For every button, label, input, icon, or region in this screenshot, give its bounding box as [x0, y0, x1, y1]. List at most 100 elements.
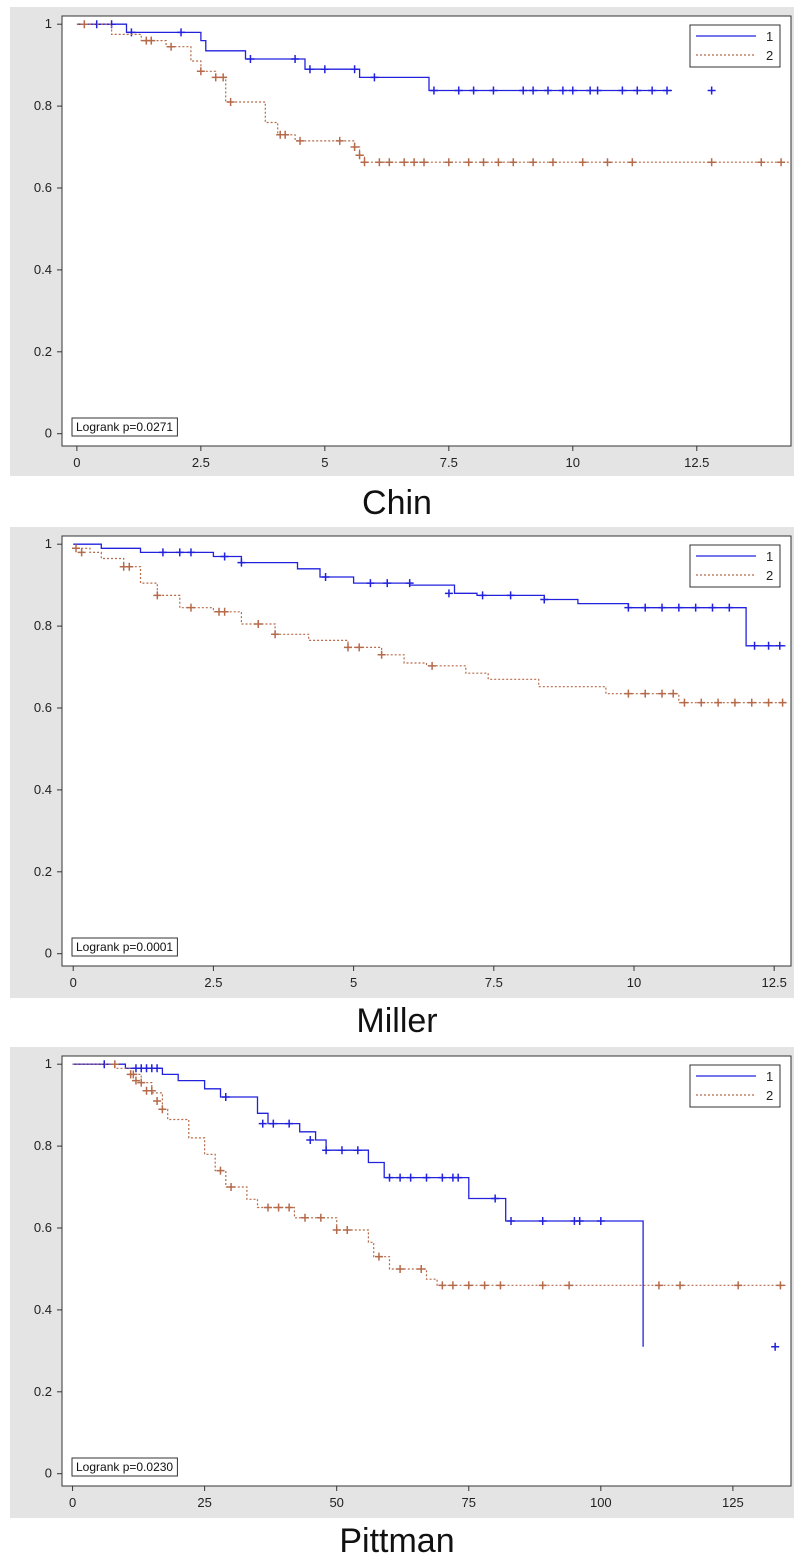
censor-mark-2	[77, 548, 86, 557]
censor-mark-1	[396, 1173, 405, 1182]
legend-label-2: 2	[766, 48, 773, 63]
censor-mark-2	[153, 591, 162, 600]
censor-mark-1	[506, 591, 515, 600]
censor-mark-2	[757, 158, 766, 167]
censor-mark-2	[137, 1078, 146, 1087]
censor-mark-1	[337, 1146, 346, 1155]
censor-mark-1	[177, 28, 186, 37]
censor-mark-1	[269, 1119, 278, 1128]
logrank-box	[71, 937, 178, 957]
censor-mark-2	[438, 1281, 447, 1290]
censor-mark-2	[355, 151, 364, 160]
censor-mark-2	[400, 158, 409, 167]
censor-mark-1	[775, 641, 784, 650]
censor-mark-1	[469, 86, 478, 95]
censor-mark-2	[254, 620, 263, 629]
censor-mark-2	[219, 73, 228, 82]
censor-mark-2	[350, 143, 359, 152]
x-tick-label: 2.5	[204, 975, 222, 990]
censor-mark-2	[776, 1281, 785, 1290]
censor-mark-1	[186, 548, 195, 557]
y-tick-label: 1	[45, 536, 52, 551]
x-tick-label: 0	[69, 1495, 76, 1510]
censor-mark-2	[697, 698, 706, 707]
survival-curve-1	[76, 23, 672, 92]
censor-mark-2	[658, 689, 667, 698]
censor-mark-2	[734, 1281, 743, 1290]
censor-mark-2	[211, 73, 220, 82]
censor-mark-2	[374, 1252, 383, 1261]
censor-mark-1	[127, 28, 136, 37]
censor-mark-2	[396, 1264, 405, 1273]
censor-mark-2	[158, 1105, 167, 1114]
censor-mark-2	[548, 158, 557, 167]
censor-mark-1	[658, 603, 667, 612]
legend-box	[689, 1064, 781, 1108]
censor-mark-1	[633, 86, 642, 95]
censor-mark-2	[680, 698, 689, 707]
x-tick-label: 5	[350, 975, 357, 990]
censor-mark-1	[540, 595, 549, 604]
censor-mark-1	[691, 603, 700, 612]
logrank-box	[71, 417, 178, 437]
censor-mark-2	[624, 689, 633, 698]
y-tick-label: 0.4	[34, 782, 52, 797]
censor-mark-1	[258, 1119, 267, 1128]
legend-box	[689, 544, 781, 588]
censor-mark-1	[593, 86, 602, 95]
censor-mark-2	[186, 603, 195, 612]
logrank-annotation: Logrank p=0.0230	[76, 1460, 173, 1474]
censor-mark-1	[454, 1173, 463, 1182]
censor-mark-2	[509, 158, 518, 167]
y-tick-label: 0.8	[34, 618, 52, 633]
censor-mark-1	[291, 55, 300, 63]
censor-mark-2	[281, 130, 290, 139]
censor-mark-1	[707, 86, 716, 95]
plot-area	[61, 535, 792, 967]
censor-mark-2	[216, 1166, 225, 1175]
censor-mark-1	[370, 73, 379, 82]
censor-mark-1	[641, 603, 650, 612]
y-tick-label: 0.6	[34, 700, 52, 715]
km-plot-pittman: 0 0.2 0.4 0.6 0.8 1 0 25 50 75 100 125 1 2 Logrank p=0…	[10, 1047, 794, 1518]
y-tick-label: 1	[45, 16, 52, 31]
x-tick-label: 50	[329, 1495, 343, 1510]
censor-mark-2	[529, 158, 538, 167]
censor-mark-1	[725, 603, 734, 612]
censor-mark-2	[707, 158, 716, 167]
censor-mark-2	[654, 1281, 663, 1290]
legend-box	[689, 24, 781, 68]
x-tick-label: 5	[321, 455, 328, 470]
x-tick-label: 25	[197, 1495, 211, 1510]
x-tick-label: 7.5	[485, 975, 503, 990]
x-tick-label: 0	[70, 975, 77, 990]
censor-mark-2	[110, 1060, 119, 1069]
y-tick-label: 0.2	[34, 1384, 52, 1399]
censor-mark-1	[383, 579, 392, 588]
censor-mark-1	[422, 1173, 431, 1182]
y-tick-label: 0	[45, 1466, 52, 1481]
y-tick-label: 0.4	[34, 262, 52, 277]
censor-mark-2	[72, 544, 81, 553]
censor-mark-1	[596, 1217, 605, 1226]
censor-mark-2	[410, 158, 419, 167]
x-tick-label: 75	[462, 1495, 476, 1510]
censor-mark-1	[175, 548, 184, 557]
censor-mark-1	[444, 589, 453, 598]
censor-mark-2	[385, 158, 394, 167]
legend-label-1: 1	[766, 549, 773, 564]
logrank-box	[71, 1457, 178, 1477]
censor-mark-1	[322, 1146, 331, 1155]
censor-mark-1	[429, 86, 438, 95]
chart-panel-pittman: 0 0.2 0.4 0.6 0.8 1 0 25 50 75 100 125 1 2 Logrank p=0…	[0, 1040, 794, 1560]
x-tick-label: 12.5	[684, 455, 709, 470]
chart-panel-chin: 0 0.2 0.4 0.6 0.8 1 0 2.5 5 7.5 10 12.5 1 2 Logrank p=…	[0, 0, 794, 522]
censor-mark-1	[454, 86, 463, 95]
censor-mark-1	[519, 86, 528, 95]
censor-mark-2	[316, 1213, 325, 1222]
censor-mark-2	[296, 136, 305, 145]
censor-mark-2	[271, 630, 280, 639]
censor-mark-1	[306, 1135, 315, 1144]
censor-mark-2	[464, 158, 473, 167]
censor-mark-2	[420, 158, 429, 167]
